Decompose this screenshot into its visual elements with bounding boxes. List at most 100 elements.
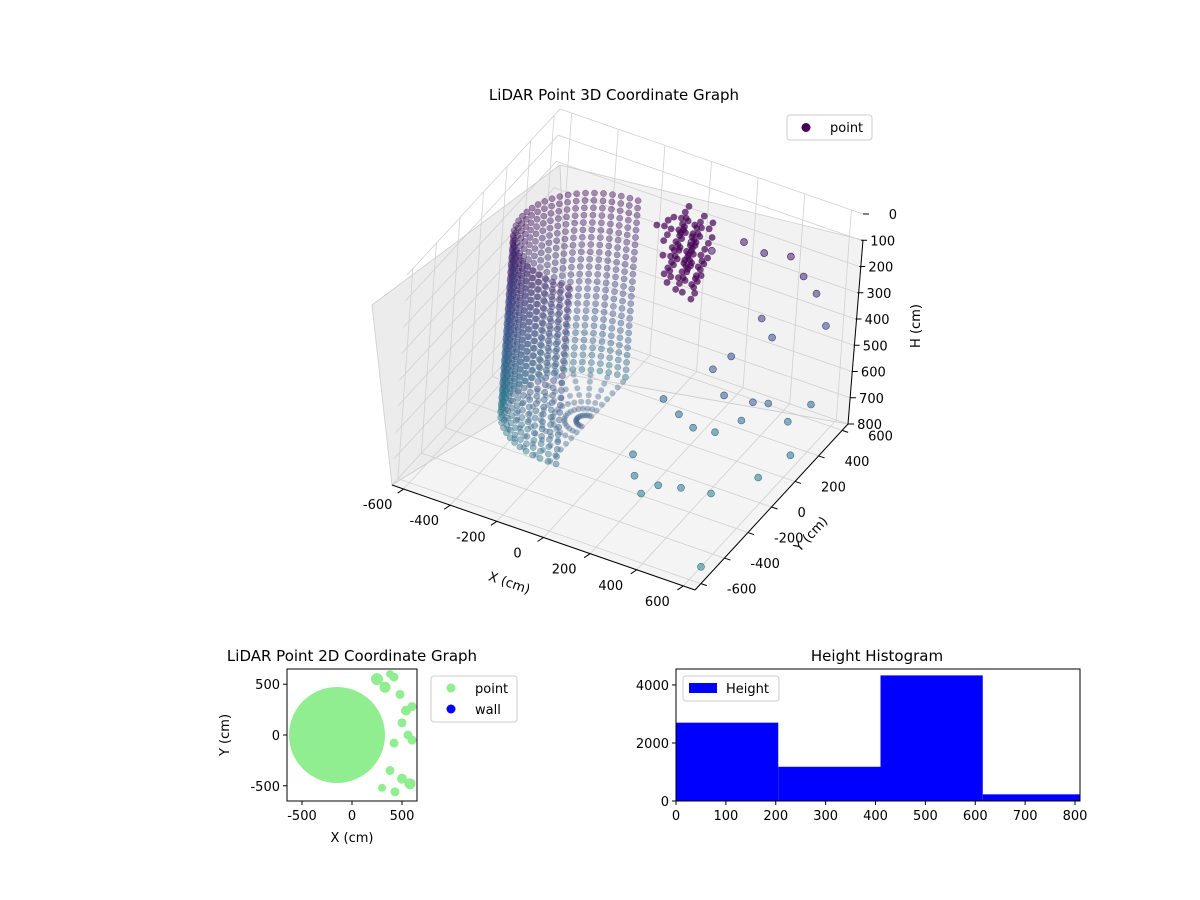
scatter-point-3d — [694, 230, 702, 238]
floor-point — [575, 421, 582, 428]
wall-point — [585, 263, 593, 270]
wall-point — [622, 366, 630, 374]
floor-point — [564, 410, 571, 417]
scatter-point-3d — [764, 399, 773, 408]
point-blob — [379, 681, 391, 693]
scatter-point-3d — [688, 281, 696, 288]
floor-point — [601, 380, 608, 387]
wall-point — [612, 273, 619, 281]
wall-point — [552, 367, 559, 375]
floor-point — [532, 430, 539, 437]
wall-point — [570, 358, 577, 366]
wall-point — [589, 344, 596, 352]
x-tick-label-2d: -500 — [287, 809, 317, 824]
wall-point — [562, 228, 569, 235]
point-blob — [407, 735, 417, 745]
scatter-point-3d — [705, 240, 712, 247]
y-tick-label-3d: -400 — [750, 557, 780, 572]
scatter-point-3d — [659, 395, 668, 403]
floor-point — [537, 417, 544, 424]
y-tick-label-hist: 4000 — [636, 679, 669, 694]
wall-point — [508, 412, 515, 420]
wall-point — [595, 256, 603, 264]
wall-point — [620, 283, 627, 290]
wall-point — [524, 270, 531, 278]
floor-point — [547, 442, 554, 449]
z-axis-line — [847, 239, 864, 425]
z-tick-label-3d: 200 — [868, 261, 893, 276]
wall-point — [582, 189, 589, 197]
wall-point — [625, 209, 633, 217]
wall-point — [555, 207, 563, 215]
wall-point — [518, 421, 525, 429]
wall-point — [602, 279, 610, 287]
floor-point — [542, 428, 549, 435]
wall-point — [579, 358, 586, 366]
wall-point — [561, 235, 569, 243]
wall-point — [520, 314, 528, 322]
wall-point — [625, 322, 633, 330]
wall-point — [513, 355, 520, 363]
floor-point — [581, 412, 588, 419]
wall-point — [555, 416, 563, 424]
wall-point — [559, 265, 567, 272]
scatter-point-3d — [682, 214, 690, 222]
point-blob — [386, 670, 394, 679]
wall-point — [616, 207, 624, 215]
floor-point — [551, 409, 558, 416]
wall-point — [600, 190, 607, 197]
floor-point — [528, 424, 535, 430]
scatter-point-3d — [659, 251, 667, 259]
y-tick-label-hist: 0 — [661, 795, 669, 810]
wall-point — [541, 388, 549, 396]
floor-point — [518, 400, 525, 407]
wall-point — [510, 385, 518, 392]
wall-point — [519, 406, 526, 414]
wall-point — [533, 392, 541, 400]
y-tick-label-hist: 2000 — [636, 737, 669, 752]
wall-point — [523, 433, 531, 440]
wall-point — [545, 443, 553, 451]
wall-point — [530, 429, 538, 437]
scatter-point-3d — [637, 489, 645, 498]
wall-point — [560, 366, 568, 374]
wall-point — [597, 360, 604, 367]
wall-point — [507, 288, 515, 296]
floor-point — [557, 446, 564, 453]
floor-point — [526, 382, 533, 389]
wall-point — [526, 234, 534, 241]
wall-point — [556, 309, 564, 316]
scatter-point-3d — [672, 286, 680, 293]
wall-point — [516, 443, 524, 451]
wall-point — [548, 202, 555, 210]
floor-point — [529, 440, 536, 447]
x-tick-label-hist: 100 — [713, 809, 738, 824]
wall-point — [561, 242, 568, 250]
wall-point — [507, 295, 515, 303]
scatter-point-3d — [664, 264, 672, 272]
floor-point — [573, 419, 580, 426]
wall-point — [633, 219, 640, 227]
floor-point — [586, 378, 593, 385]
floor-point — [545, 382, 552, 389]
wall-point — [544, 261, 551, 269]
floor-point — [587, 372, 594, 378]
wall-point — [529, 451, 537, 459]
x-tick-label-2d: 0 — [348, 809, 356, 824]
wall-point — [608, 205, 615, 213]
wall-point — [600, 316, 607, 323]
wall-point — [623, 238, 631, 246]
wall-point — [522, 377, 529, 385]
wall-point — [617, 319, 625, 327]
legend-height-label: Height — [726, 682, 769, 697]
wall-point — [529, 359, 537, 367]
wall-point — [605, 369, 613, 376]
wall-point — [538, 433, 545, 440]
wall-point — [553, 453, 560, 460]
floor-point — [539, 422, 546, 429]
scatter-point-3d — [660, 270, 668, 278]
floor-point — [604, 374, 611, 381]
wall-point — [523, 278, 531, 285]
wall-point — [558, 272, 566, 280]
wall-point — [576, 263, 584, 270]
